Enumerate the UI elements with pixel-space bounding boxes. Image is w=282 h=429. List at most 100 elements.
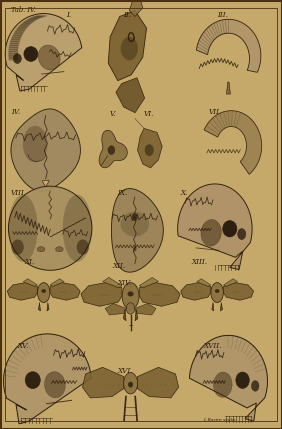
Ellipse shape (24, 47, 38, 61)
Ellipse shape (45, 372, 65, 398)
Polygon shape (31, 17, 41, 18)
Polygon shape (10, 43, 19, 45)
Polygon shape (138, 128, 162, 168)
Polygon shape (14, 32, 23, 34)
Polygon shape (35, 16, 45, 17)
Polygon shape (11, 39, 20, 42)
Polygon shape (116, 78, 145, 113)
Polygon shape (29, 18, 39, 19)
Ellipse shape (38, 283, 50, 302)
Ellipse shape (38, 45, 60, 70)
Polygon shape (38, 302, 40, 311)
Ellipse shape (213, 372, 232, 397)
Polygon shape (224, 283, 254, 300)
Polygon shape (23, 279, 37, 287)
Ellipse shape (124, 373, 138, 394)
Polygon shape (9, 52, 17, 54)
Text: XIV.: XIV. (117, 279, 131, 287)
Polygon shape (137, 367, 179, 398)
Polygon shape (9, 58, 18, 60)
Text: VI.: VI. (144, 110, 154, 118)
Polygon shape (23, 22, 33, 23)
Ellipse shape (63, 195, 92, 262)
Polygon shape (13, 34, 23, 36)
Ellipse shape (223, 221, 237, 237)
Ellipse shape (23, 126, 47, 162)
Text: VII.: VII. (209, 108, 222, 116)
Ellipse shape (133, 247, 136, 251)
Polygon shape (47, 302, 49, 311)
Polygon shape (178, 184, 252, 269)
Polygon shape (82, 367, 124, 398)
Text: VIII.: VIII. (11, 189, 27, 197)
Polygon shape (9, 54, 17, 56)
Text: XIII.: XIII. (192, 258, 208, 266)
Text: XVI.: XVI. (117, 367, 133, 375)
Polygon shape (99, 130, 127, 168)
Polygon shape (108, 11, 147, 81)
Text: XV.: XV. (17, 342, 29, 350)
Polygon shape (24, 21, 34, 22)
Text: XVII.: XVII. (203, 342, 221, 350)
Polygon shape (135, 309, 138, 321)
Ellipse shape (201, 220, 221, 246)
Polygon shape (11, 109, 80, 191)
Text: I. Basire sculp.: I. Basire sculp. (203, 418, 236, 422)
Polygon shape (212, 302, 214, 311)
Polygon shape (221, 302, 222, 311)
Polygon shape (7, 283, 37, 300)
Polygon shape (20, 24, 30, 26)
Text: II.: II. (123, 11, 131, 19)
Polygon shape (16, 29, 26, 30)
Polygon shape (181, 283, 211, 300)
Ellipse shape (145, 144, 154, 156)
Ellipse shape (128, 292, 133, 296)
Ellipse shape (37, 247, 45, 252)
Polygon shape (129, 0, 143, 16)
Ellipse shape (8, 195, 38, 262)
Ellipse shape (252, 381, 259, 391)
Polygon shape (28, 19, 38, 20)
Polygon shape (50, 283, 80, 300)
Text: XI.: XI. (24, 258, 34, 266)
Ellipse shape (25, 372, 40, 389)
Polygon shape (10, 42, 19, 43)
Polygon shape (9, 45, 18, 48)
Text: IV.: IV. (11, 108, 20, 116)
Polygon shape (12, 36, 21, 38)
Ellipse shape (42, 290, 46, 293)
Text: XII.: XII. (113, 262, 126, 270)
Ellipse shape (132, 213, 137, 221)
Polygon shape (123, 309, 126, 321)
Polygon shape (50, 279, 64, 287)
Text: X.: X. (180, 189, 188, 197)
Text: IX.: IX. (117, 189, 127, 197)
Polygon shape (5, 14, 82, 91)
Polygon shape (111, 189, 163, 272)
Ellipse shape (236, 372, 249, 388)
Polygon shape (81, 283, 122, 306)
Polygon shape (196, 19, 261, 73)
Ellipse shape (122, 283, 139, 309)
Ellipse shape (12, 240, 23, 254)
Polygon shape (26, 20, 36, 21)
Polygon shape (226, 82, 230, 94)
Ellipse shape (108, 145, 115, 155)
Ellipse shape (120, 211, 149, 237)
Polygon shape (12, 38, 21, 39)
Ellipse shape (126, 303, 135, 314)
Ellipse shape (211, 283, 223, 302)
Polygon shape (139, 278, 158, 288)
Ellipse shape (56, 247, 63, 252)
Ellipse shape (238, 229, 246, 239)
Polygon shape (17, 27, 27, 29)
Text: Tab. IV.: Tab. IV. (11, 6, 36, 14)
Ellipse shape (8, 186, 92, 270)
Text: V.: V. (110, 110, 116, 118)
Polygon shape (19, 26, 28, 27)
Polygon shape (204, 111, 262, 174)
Polygon shape (139, 283, 180, 306)
Polygon shape (9, 56, 17, 58)
Polygon shape (15, 30, 25, 32)
Polygon shape (103, 278, 122, 288)
